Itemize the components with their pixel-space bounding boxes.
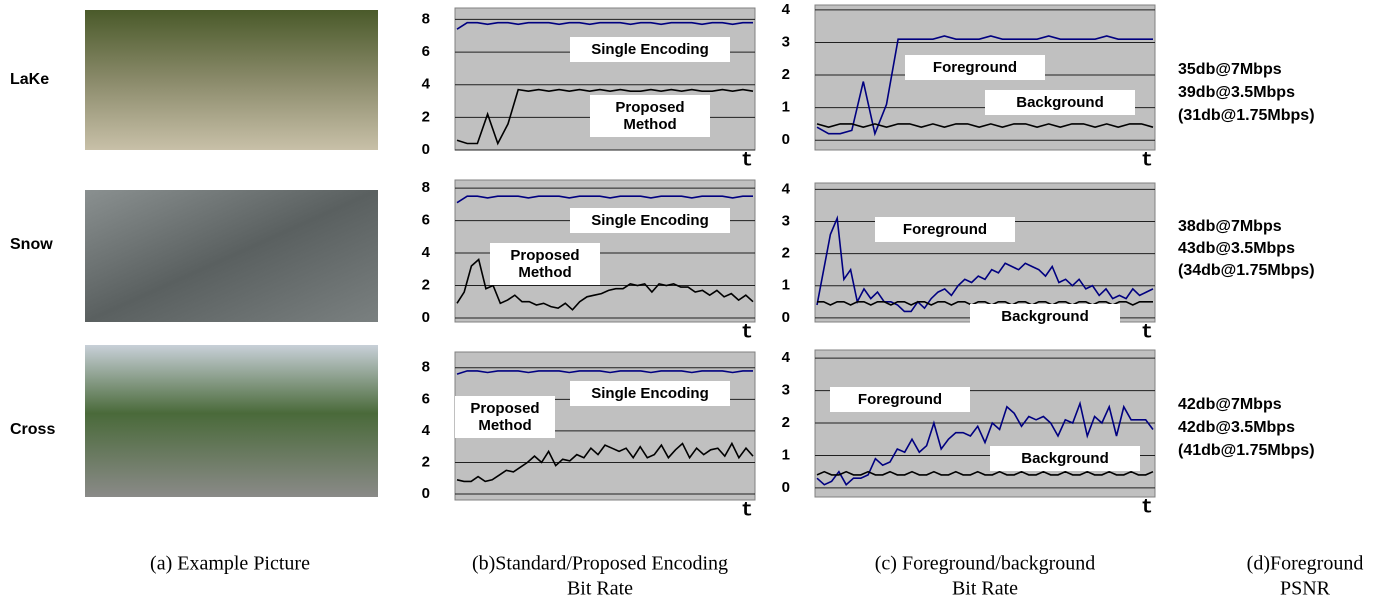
y-tick-label: 4 <box>782 349 791 366</box>
psnr-text: 35db@7Mbps <box>1178 61 1282 78</box>
y-tick-label: 3 <box>782 212 790 229</box>
psnr-text: (34db@1.75Mbps) <box>1178 262 1315 279</box>
caption: (a) Example Picture <box>150 553 310 575</box>
y-tick-label: 1 <box>782 446 790 463</box>
series-label: Single Encoding <box>570 208 730 233</box>
x-axis-label: t <box>1141 321 1153 344</box>
psnr-text: 39db@3.5Mbps <box>1178 84 1295 101</box>
y-tick-label: 0 <box>422 485 430 502</box>
series-label: Background <box>985 90 1135 115</box>
series-label: Proposed Method <box>455 396 555 438</box>
y-tick-label: 2 <box>782 66 790 83</box>
x-axis-label: t <box>1141 496 1153 519</box>
psnr-text: 43db@3.5Mbps <box>1178 240 1295 257</box>
y-tick-label: 4 <box>782 180 791 197</box>
series-label: Single Encoding <box>570 381 730 406</box>
caption: PSNR <box>1280 578 1331 600</box>
series-label: Proposed Method <box>490 243 600 285</box>
y-tick-label: 2 <box>422 276 430 293</box>
y-tick-label: 6 <box>422 212 430 229</box>
y-tick-label: 6 <box>422 390 430 407</box>
y-tick-label: 1 <box>782 99 790 116</box>
series-label: Foreground <box>905 55 1045 80</box>
y-tick-label: 0 <box>422 141 430 158</box>
psnr-text: 42db@3.5Mbps <box>1178 419 1295 436</box>
y-tick-label: 2 <box>782 414 790 431</box>
y-tick-label: 0 <box>782 131 790 148</box>
y-tick-label: 0 <box>782 309 790 326</box>
y-tick-label: 2 <box>782 245 790 262</box>
figure-canvas: LaKe 35db@7Mbps 39db@3.5Mbps (31db@1.75Mbps… <box>0 0 1397 610</box>
series-label: Background <box>990 446 1140 471</box>
psnr-text: 38db@7Mbps <box>1178 218 1282 235</box>
y-tick-label: 6 <box>422 43 430 60</box>
row-label: Snow <box>10 236 53 253</box>
y-tick-label: 2 <box>422 108 430 125</box>
y-tick-label: 3 <box>782 382 790 399</box>
row-label: LaKe <box>10 71 49 88</box>
caption: Bit Rate <box>567 578 633 600</box>
y-tick-label: 0 <box>782 479 790 496</box>
y-tick-label: 8 <box>422 10 430 27</box>
x-axis-label: t <box>1141 149 1153 172</box>
x-axis-label: t <box>741 321 753 344</box>
y-tick-label: 2 <box>422 453 430 470</box>
y-tick-label: 4 <box>782 1 791 18</box>
y-tick-label: 3 <box>782 33 790 50</box>
y-tick-label: 4 <box>422 244 431 261</box>
x-axis-label: t <box>741 149 753 172</box>
y-tick-label: 8 <box>422 359 430 376</box>
y-tick-label: 4 <box>422 76 431 93</box>
y-tick-label: 0 <box>422 309 430 326</box>
y-tick-label: 1 <box>782 277 790 294</box>
row-label: Cross <box>10 421 55 438</box>
x-axis-label: t <box>741 499 753 522</box>
psnr-text: (41db@1.75Mbps) <box>1178 442 1315 459</box>
example-picture <box>85 10 378 150</box>
series-label: Proposed Method <box>590 95 710 137</box>
caption: Bit Rate <box>952 578 1018 600</box>
example-picture <box>85 345 378 497</box>
caption: (c) Foreground/background <box>875 553 1096 575</box>
series-label: Background <box>970 304 1120 329</box>
caption: (d)Foreground <box>1247 553 1364 575</box>
series-label: Single Encoding <box>570 37 730 62</box>
psnr-text: 42db@7Mbps <box>1178 396 1282 413</box>
y-tick-label: 8 <box>422 179 430 196</box>
psnr-text: (31db@1.75Mbps) <box>1178 107 1315 124</box>
figure: LaKe 35db@7Mbps 39db@3.5Mbps (31db@1.75Mbps… <box>0 0 1397 610</box>
caption: (b)Standard/Proposed Encoding <box>472 553 728 575</box>
series-label: Foreground <box>875 217 1015 242</box>
y-tick-label: 4 <box>422 422 431 439</box>
series-label: Foreground <box>830 387 970 412</box>
example-picture <box>85 190 378 322</box>
